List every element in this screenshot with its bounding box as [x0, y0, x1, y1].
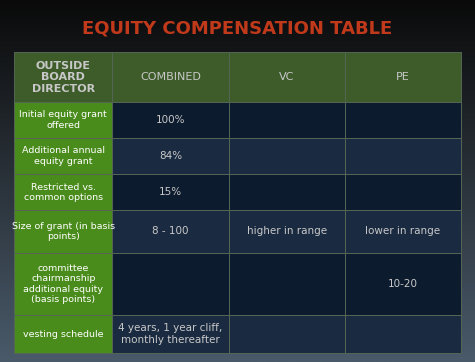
Text: committee
chairmanship
additional equity
(basis points): committee chairmanship additional equity… — [23, 264, 104, 304]
Text: 10-20: 10-20 — [388, 279, 418, 289]
Bar — [345, 315, 461, 353]
Bar — [228, 253, 345, 315]
Text: Additional annual
equity grant: Additional annual equity grant — [22, 147, 105, 166]
Bar — [113, 138, 228, 174]
Bar — [113, 102, 228, 138]
Bar — [113, 253, 228, 315]
Text: 100%: 100% — [156, 115, 185, 125]
Text: higher in range: higher in range — [247, 226, 327, 236]
Text: COMBINED: COMBINED — [140, 72, 201, 82]
Bar — [228, 102, 345, 138]
Text: 4 years, 1 year cliff,
monthly thereafter: 4 years, 1 year cliff, monthly thereafte… — [118, 323, 223, 345]
Text: 84%: 84% — [159, 151, 182, 161]
Bar — [345, 102, 461, 138]
Text: VC: VC — [279, 72, 294, 82]
Bar — [14, 210, 113, 253]
Bar — [345, 138, 461, 174]
Text: Restricted vs.
common options: Restricted vs. common options — [24, 182, 103, 202]
Bar — [228, 174, 345, 210]
Bar — [113, 52, 228, 102]
Bar — [14, 253, 113, 315]
Bar — [345, 174, 461, 210]
Bar — [228, 315, 345, 353]
Bar — [345, 210, 461, 253]
Bar — [14, 52, 113, 102]
Text: vesting schedule: vesting schedule — [23, 330, 104, 338]
Text: EQUITY COMPENSATION TABLE: EQUITY COMPENSATION TABLE — [82, 20, 393, 38]
Bar — [228, 210, 345, 253]
Bar — [14, 315, 113, 353]
Text: 8 - 100: 8 - 100 — [152, 226, 189, 236]
Bar — [113, 174, 228, 210]
Text: lower in range: lower in range — [365, 226, 440, 236]
Bar — [345, 52, 461, 102]
Bar — [14, 174, 113, 210]
Text: 15%: 15% — [159, 187, 182, 197]
Bar — [113, 210, 228, 253]
Bar — [228, 52, 345, 102]
Text: Initial equity grant
offered: Initial equity grant offered — [19, 110, 107, 130]
Text: Size of grant (in basis
points): Size of grant (in basis points) — [12, 222, 115, 241]
Text: PE: PE — [396, 72, 409, 82]
Bar — [14, 138, 113, 174]
Bar — [228, 138, 345, 174]
Bar — [14, 102, 113, 138]
Text: OUTSIDE
BOARD
DIRECTOR: OUTSIDE BOARD DIRECTOR — [32, 61, 95, 94]
Bar — [113, 315, 228, 353]
Bar — [345, 253, 461, 315]
